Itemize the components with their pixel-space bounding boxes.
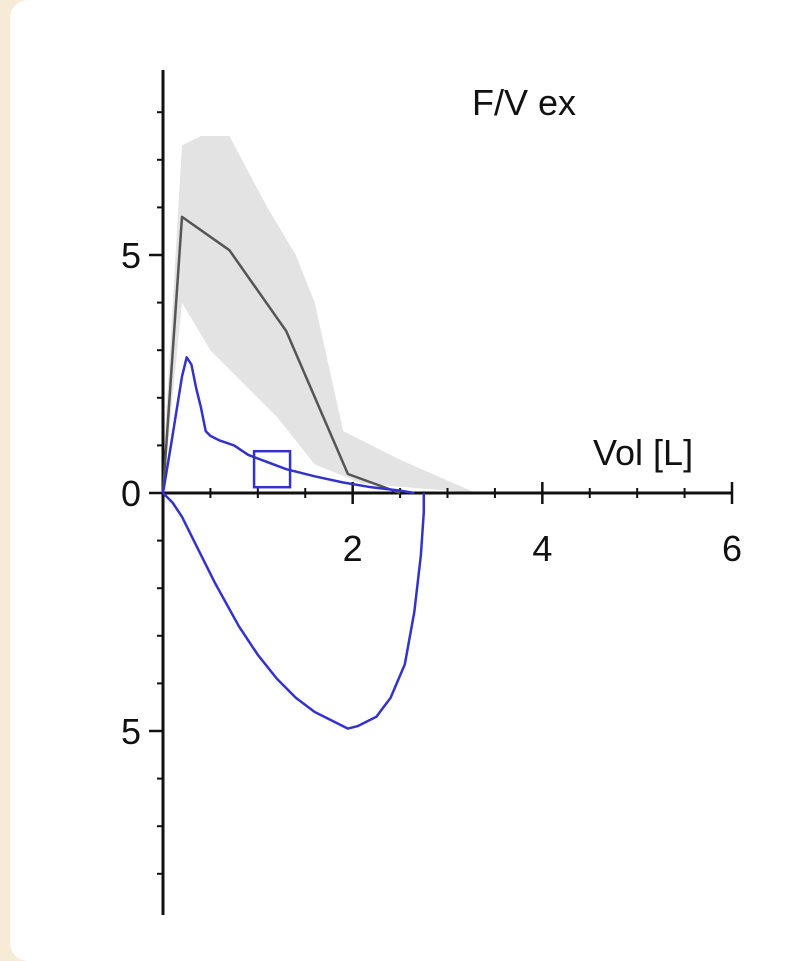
chart-frame: 2 4 6 5 0 5 F/V ex Vol [L] bbox=[10, 0, 802, 961]
predicted-curve bbox=[161, 215, 401, 495]
x-tick-label: 2 bbox=[343, 528, 363, 569]
x-axis-label: Vol [L] bbox=[593, 432, 693, 473]
flow-volume-chart: 2 4 6 5 0 5 F/V ex Vol [L] bbox=[121, 70, 742, 915]
predicted-band bbox=[163, 136, 476, 493]
measured-expiratory-curve bbox=[161, 356, 415, 495]
y-tick-label: 0 bbox=[121, 473, 141, 514]
x-tick-label: 4 bbox=[532, 528, 552, 569]
y-tick-label: 5 bbox=[121, 711, 141, 752]
y-tick-label: 5 bbox=[121, 235, 141, 276]
x-tick-label: 6 bbox=[722, 528, 742, 569]
chart-title: F/V ex bbox=[472, 82, 576, 123]
measured-inspiratory-curve bbox=[162, 492, 426, 730]
marker-square bbox=[252, 449, 292, 489]
